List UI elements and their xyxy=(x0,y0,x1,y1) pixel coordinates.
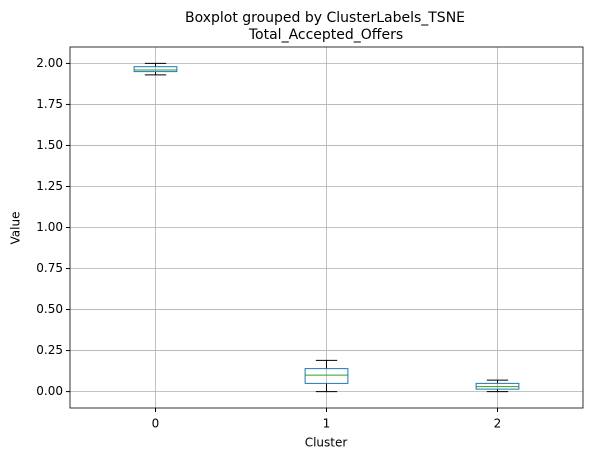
suptitle: Boxplot grouped by ClusterLabels_TSNE xyxy=(185,10,465,26)
y-tick-label: 1.75 xyxy=(36,97,63,111)
y-tick-label: 0.25 xyxy=(36,343,63,357)
y-tick-label: 1.50 xyxy=(36,138,63,152)
box xyxy=(304,368,349,384)
y-tick-label: 1.25 xyxy=(36,179,63,193)
y-tick-label: 0.50 xyxy=(36,302,63,316)
axes-frame xyxy=(69,46,584,409)
x-tick-label: 1 xyxy=(323,417,331,431)
y-tick-label: 1.00 xyxy=(36,220,63,234)
x-tick-label: 2 xyxy=(494,417,502,431)
y-axis-label: Value xyxy=(9,212,23,245)
chart-title: Total_Accepted_Offers xyxy=(248,27,403,43)
x-tick-label: 0 xyxy=(152,417,160,431)
y-tick-label: 0.00 xyxy=(36,384,63,398)
y-tick-label: 0.75 xyxy=(36,261,63,275)
x-axis-label: Cluster xyxy=(305,436,348,450)
box xyxy=(133,66,178,73)
y-tick-label: 2.00 xyxy=(36,56,63,70)
